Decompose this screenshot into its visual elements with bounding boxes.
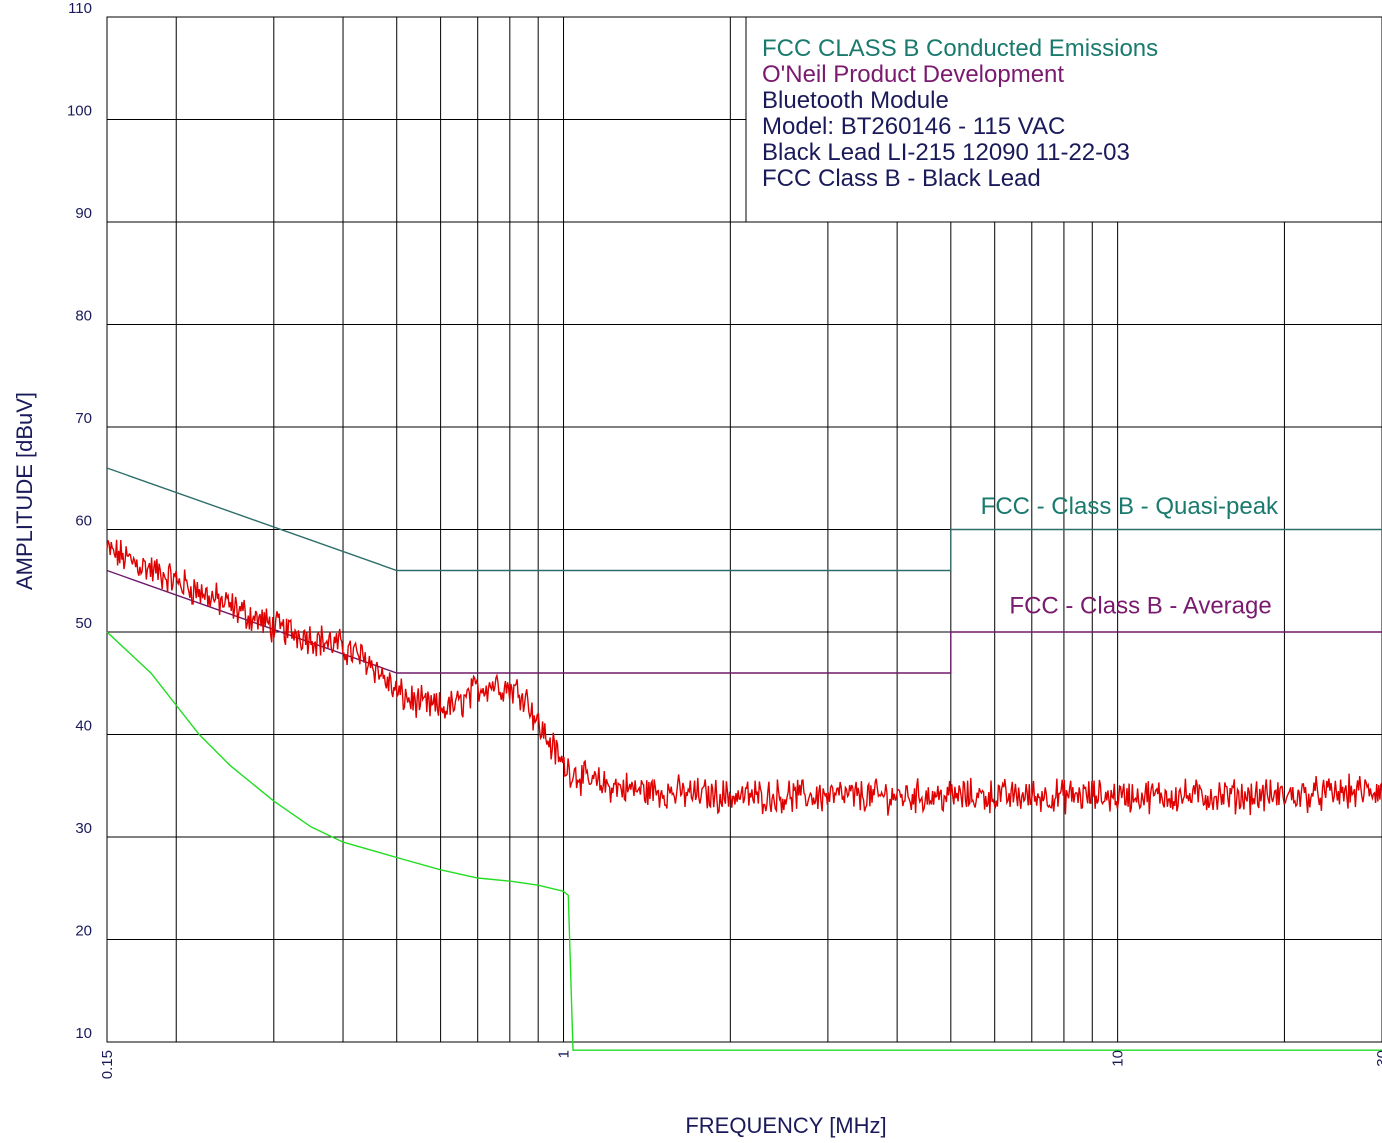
y-tick-label: 80	[75, 308, 92, 325]
series-labels: FCC - Class B - Quasi-peak FCC - Class B …	[981, 493, 1279, 619]
title-line: FCC Class B - Black Lead	[762, 165, 1041, 192]
series-label: FCC - Class B - Average	[1009, 593, 1271, 620]
y-tick-label: 40	[75, 718, 92, 735]
title-line: Model: BT260146 - 115 VAC	[762, 113, 1065, 140]
series-label: FCC - Class B - Quasi-peak	[981, 493, 1279, 520]
y-tick-label: 30	[75, 820, 92, 837]
y-tick-label: 100	[67, 103, 92, 120]
title-line: Black Lead LI-215 12090 11-22-03	[762, 139, 1130, 166]
series-line-2	[106, 539, 1382, 816]
x-axis-label: FREQUENCY [MHz]	[685, 1113, 886, 1138]
title-line: O'Neil Product Development	[762, 61, 1064, 88]
x-tick-label: 10	[1110, 1050, 1127, 1067]
y-tick-label: 70	[75, 410, 92, 427]
series-line-0	[106, 467, 1382, 572]
title-box	[745, 16, 1382, 223]
x-tick-label: 1	[556, 1050, 573, 1058]
y-tick-label: 90	[75, 205, 92, 222]
x-tick-label: 0.15	[99, 1050, 116, 1079]
series-line-3	[106, 631, 1382, 1051]
title-line: FCC CLASS B Conducted Emissions	[762, 35, 1158, 62]
x-tick-label: 30	[1374, 1050, 1382, 1067]
y-tick-label: 50	[75, 615, 92, 632]
y-tick-label: 10	[75, 1025, 92, 1042]
x-tick-labels: 0.15 1 10 30	[99, 1050, 1382, 1079]
y-tick-labels: 10 20 30 40 50 60 70 80 90 100 110	[67, 0, 92, 1042]
y-tick-label: 60	[75, 513, 92, 530]
series-line-1	[106, 569, 1382, 674]
title-line: Bluetooth Module	[762, 87, 949, 114]
y-axis-label: AMPLITUDE [dBuV]	[12, 392, 37, 590]
y-tick-label: 20	[75, 923, 92, 940]
series-layer	[106, 467, 1382, 1051]
y-tick-label: 110	[68, 0, 92, 17]
